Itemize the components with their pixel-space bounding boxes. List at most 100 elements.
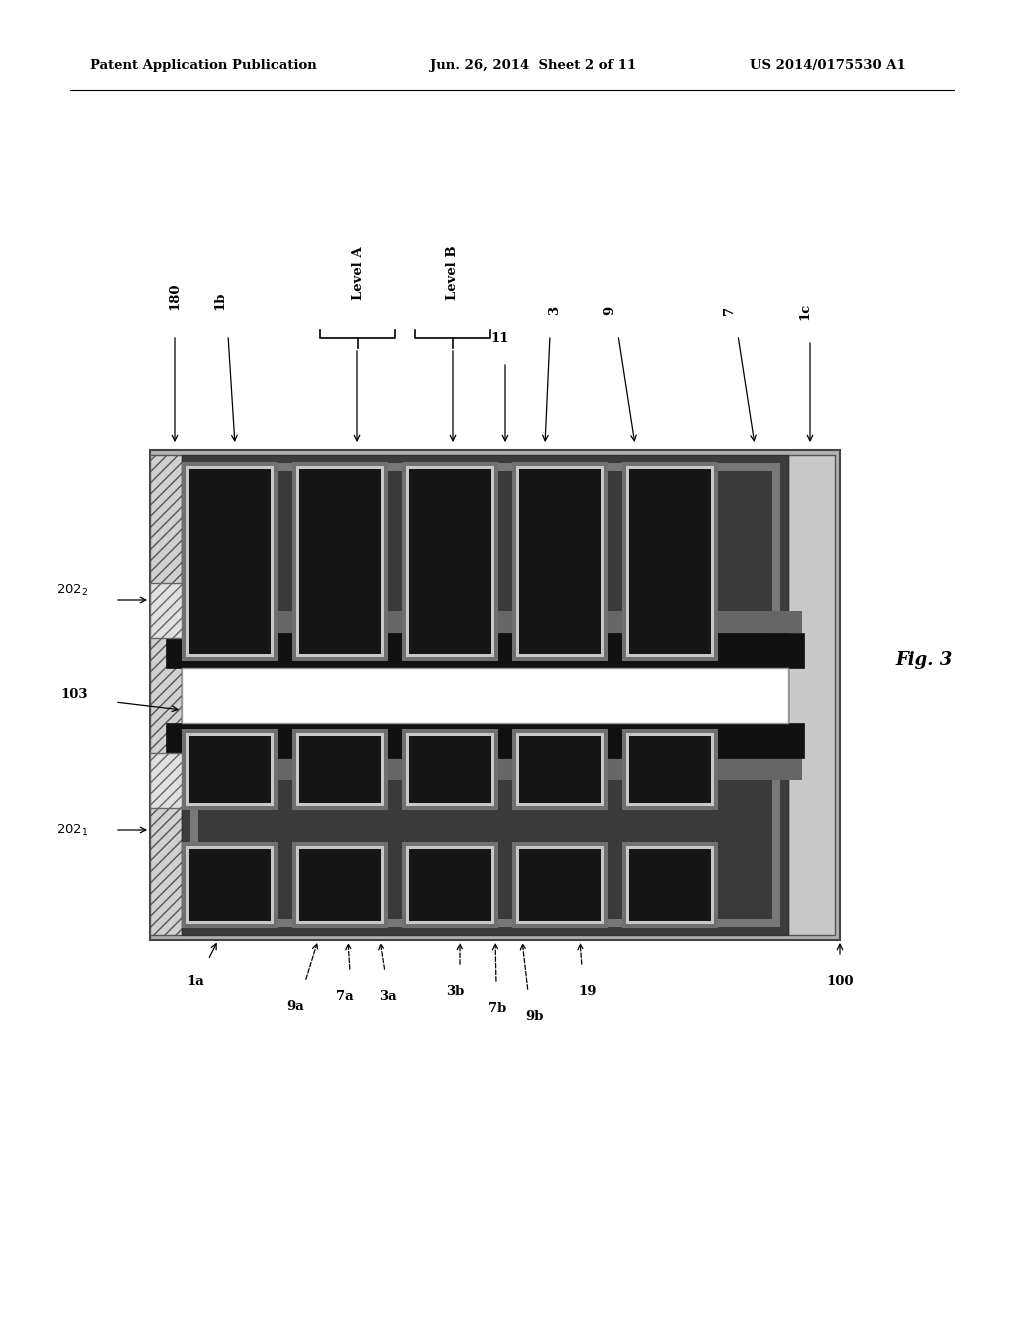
Text: 100: 100 xyxy=(826,975,854,987)
Text: 3: 3 xyxy=(549,306,561,315)
Bar xyxy=(168,610,802,632)
Bar xyxy=(186,527,274,605)
Bar xyxy=(406,466,494,544)
Bar xyxy=(166,722,804,758)
Bar xyxy=(512,842,608,928)
Bar xyxy=(626,466,714,544)
Bar xyxy=(402,579,498,661)
Bar xyxy=(292,579,388,661)
Bar xyxy=(626,733,714,807)
Bar xyxy=(516,733,604,807)
Bar xyxy=(519,849,601,921)
Text: 9b: 9b xyxy=(525,1010,544,1023)
Bar xyxy=(516,583,604,657)
Bar xyxy=(622,842,718,928)
Text: 1c: 1c xyxy=(799,302,811,319)
Bar xyxy=(189,849,271,921)
Text: 7: 7 xyxy=(724,306,736,315)
Bar xyxy=(299,849,381,921)
Bar xyxy=(198,471,772,919)
Bar xyxy=(629,849,711,921)
Bar xyxy=(519,469,601,541)
Text: 7b: 7b xyxy=(487,1002,506,1015)
Bar xyxy=(402,842,498,928)
Bar xyxy=(166,632,804,668)
Bar xyxy=(150,455,182,935)
Bar xyxy=(292,523,388,609)
Bar xyxy=(409,849,490,921)
Bar xyxy=(299,737,381,803)
Bar xyxy=(622,462,718,548)
Text: Jun. 26, 2014  Sheet 2 of 11: Jun. 26, 2014 Sheet 2 of 11 xyxy=(430,58,636,71)
Bar xyxy=(626,527,714,605)
Text: 3b: 3b xyxy=(445,985,464,998)
Text: US 2014/0175530 A1: US 2014/0175530 A1 xyxy=(750,58,906,71)
Bar xyxy=(519,587,601,653)
Bar xyxy=(402,729,498,810)
Bar xyxy=(406,527,494,605)
Bar xyxy=(186,846,274,924)
Text: 1a: 1a xyxy=(186,975,204,987)
Bar xyxy=(296,527,384,605)
Bar xyxy=(182,455,788,935)
Bar xyxy=(409,587,490,653)
Bar xyxy=(626,583,714,657)
Bar xyxy=(629,469,711,541)
Text: Fig. 3: Fig. 3 xyxy=(895,651,952,669)
Bar xyxy=(296,583,384,657)
Text: $202_1$: $202_1$ xyxy=(55,822,88,838)
Bar xyxy=(629,737,711,803)
Bar xyxy=(519,737,601,803)
Bar xyxy=(512,462,608,548)
Text: 3a: 3a xyxy=(379,990,397,1003)
Bar xyxy=(402,523,498,609)
Bar xyxy=(189,587,271,653)
Bar xyxy=(512,523,608,609)
Bar xyxy=(189,529,271,602)
Text: 9: 9 xyxy=(603,306,616,315)
Bar xyxy=(186,466,274,544)
Text: Patent Application Publication: Patent Application Publication xyxy=(90,58,316,71)
Text: 180: 180 xyxy=(169,282,181,310)
Text: 9a: 9a xyxy=(286,1001,304,1012)
Text: $202_2$: $202_2$ xyxy=(55,582,88,598)
Bar xyxy=(299,469,381,541)
Bar xyxy=(182,523,278,609)
Bar xyxy=(512,579,608,661)
Bar xyxy=(150,450,840,940)
Bar xyxy=(292,462,388,548)
Bar xyxy=(629,529,711,602)
Bar xyxy=(182,668,788,722)
Bar xyxy=(296,846,384,924)
Bar xyxy=(626,846,714,924)
Bar xyxy=(299,529,381,602)
Bar xyxy=(190,463,780,927)
Bar xyxy=(296,733,384,807)
Text: Level B: Level B xyxy=(446,246,460,300)
Bar xyxy=(168,758,802,780)
Bar xyxy=(512,729,608,810)
Bar xyxy=(150,582,182,638)
Bar xyxy=(406,846,494,924)
Bar xyxy=(516,527,604,605)
Bar xyxy=(519,529,601,602)
Bar xyxy=(402,462,498,548)
Bar xyxy=(299,587,381,653)
Bar xyxy=(409,469,490,541)
Text: 1b: 1b xyxy=(213,292,226,310)
Bar xyxy=(516,846,604,924)
Bar xyxy=(189,469,271,541)
Bar xyxy=(629,587,711,653)
Bar xyxy=(182,729,278,810)
Text: 19: 19 xyxy=(579,985,597,998)
Bar xyxy=(182,462,278,548)
Bar xyxy=(186,733,274,807)
Bar xyxy=(292,842,388,928)
Bar xyxy=(622,579,718,661)
Bar xyxy=(150,752,182,808)
Text: 103: 103 xyxy=(60,689,88,701)
Text: 11: 11 xyxy=(490,333,509,345)
Text: 7a: 7a xyxy=(336,990,354,1003)
Bar xyxy=(186,583,274,657)
Bar xyxy=(182,579,278,661)
